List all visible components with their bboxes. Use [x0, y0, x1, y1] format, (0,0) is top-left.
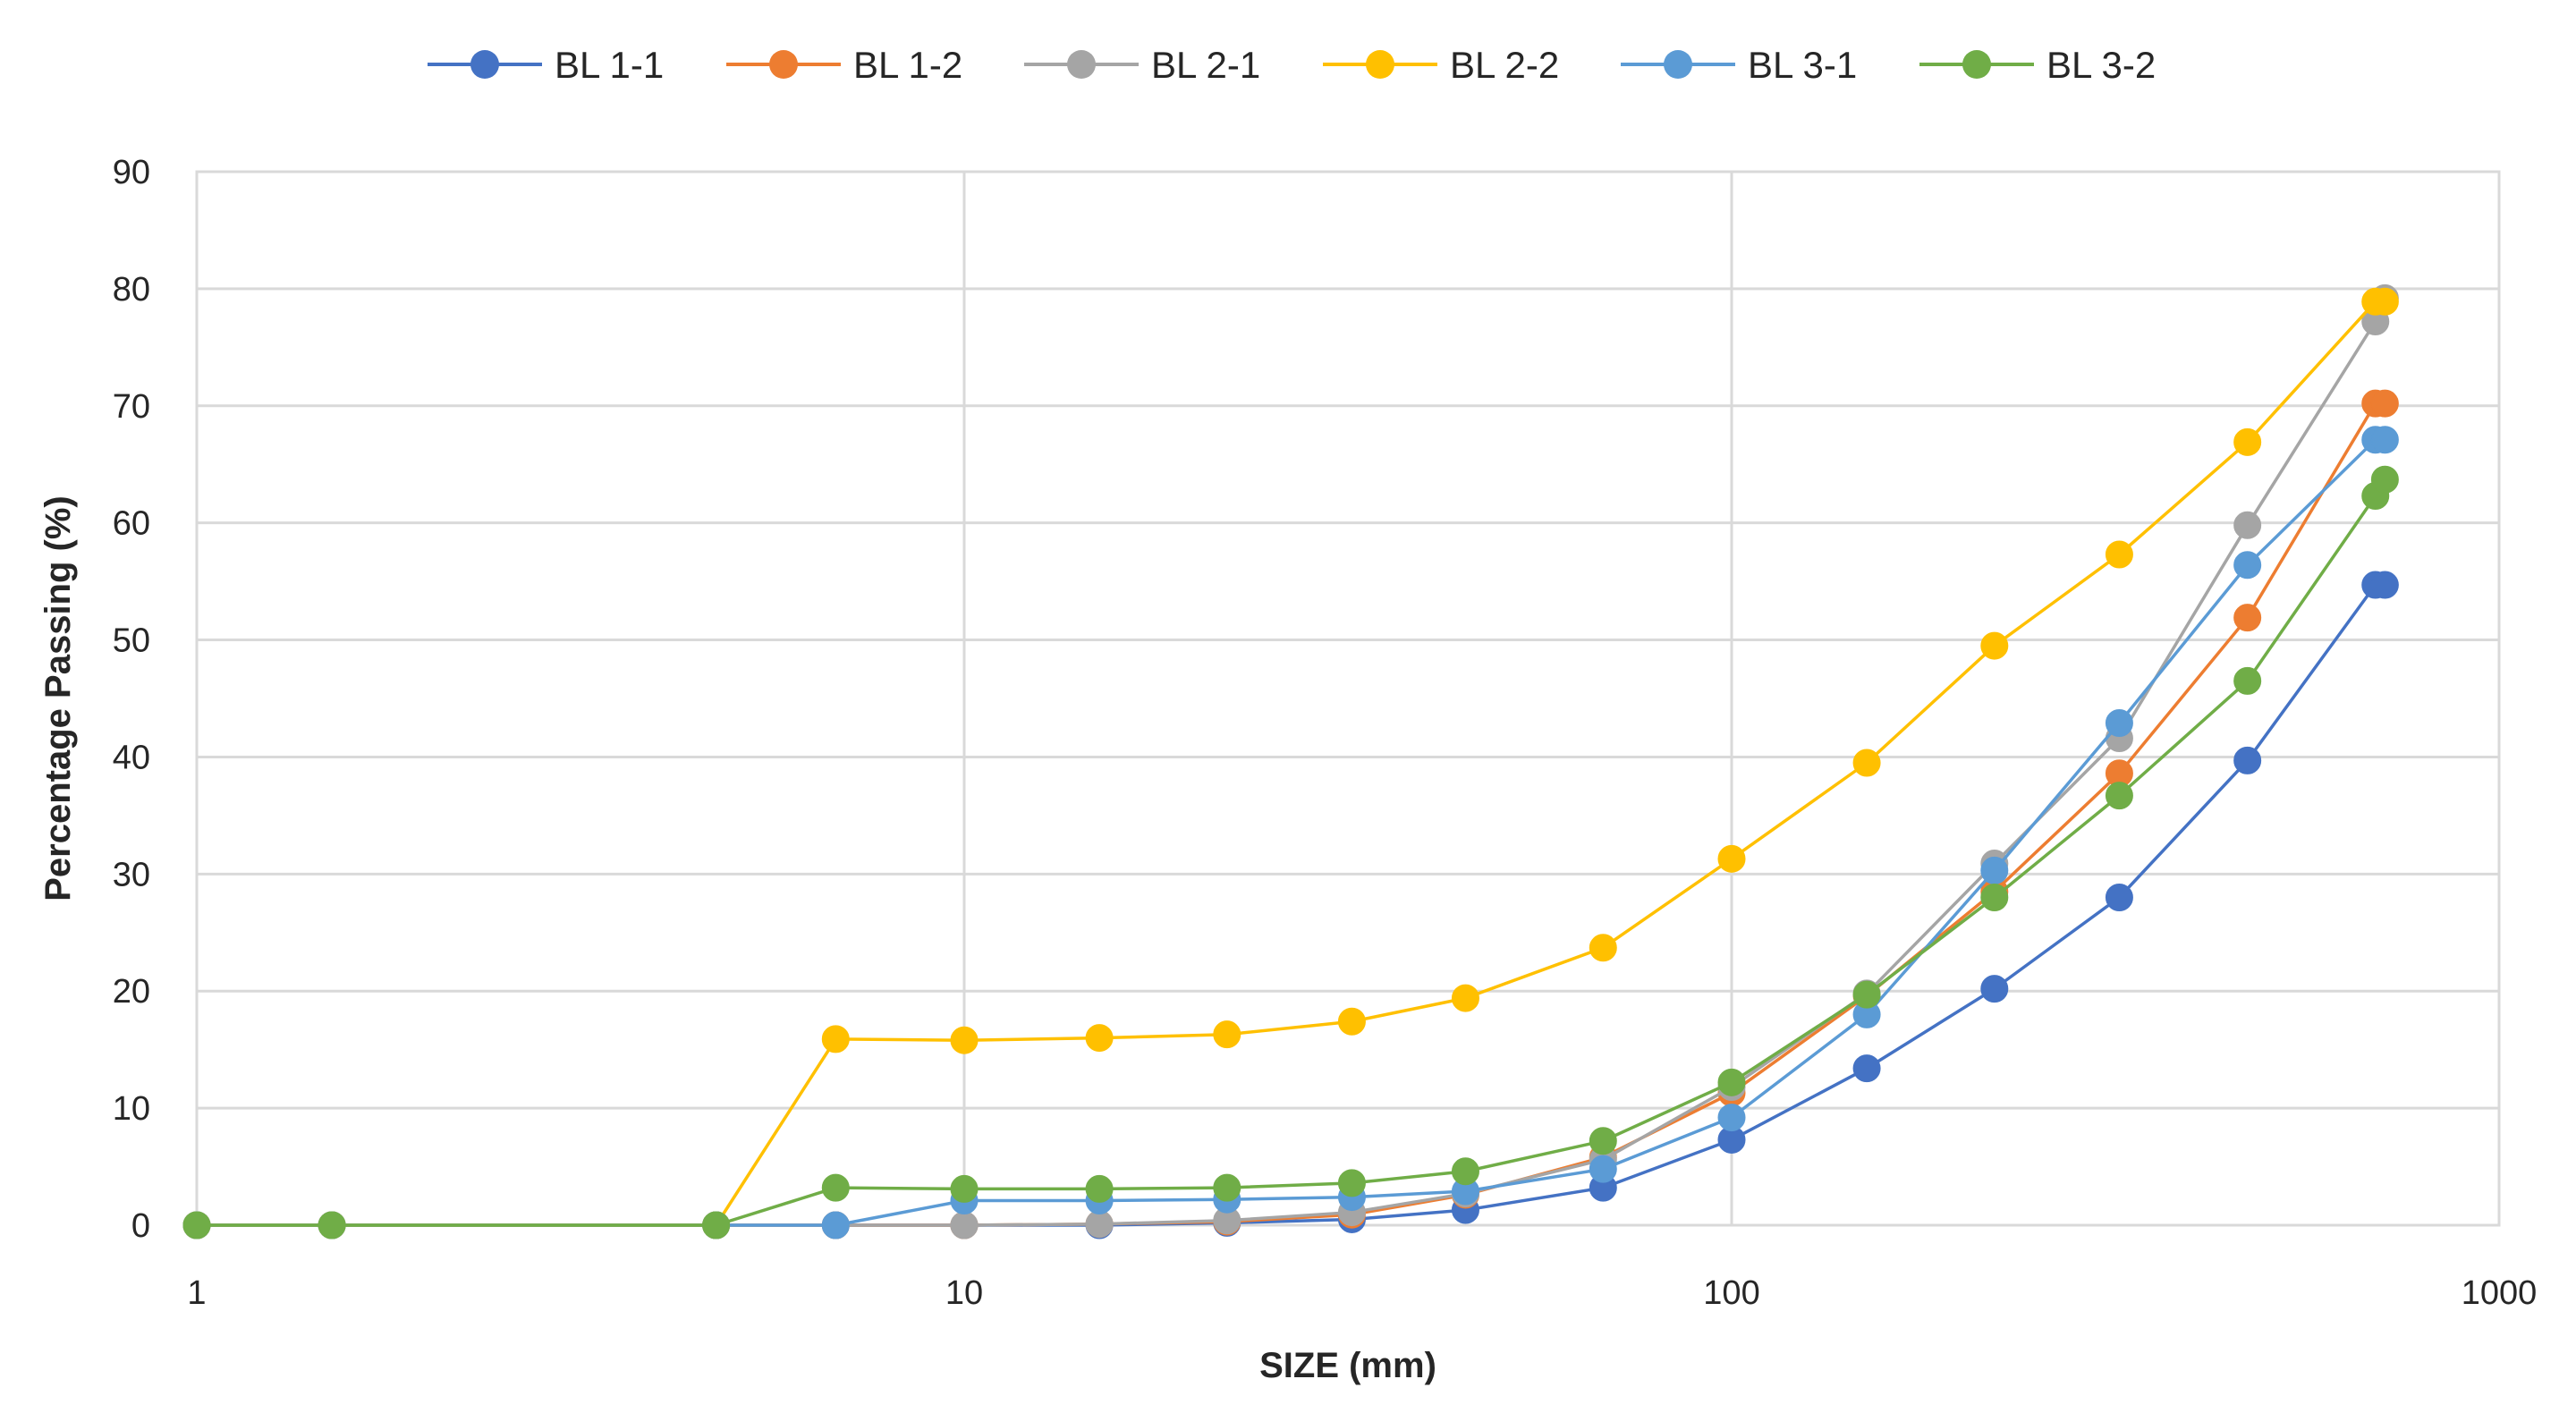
y-axis-title: Percentage Passing (%) — [38, 495, 78, 901]
data-point-bl-3-1 — [2370, 426, 2399, 454]
data-point-bl-2-2 — [950, 1026, 979, 1054]
data-point-bl-3-2 — [1451, 1157, 1479, 1186]
legend-label: BL 3-2 — [2046, 44, 2156, 86]
legend-swatch-marker — [470, 50, 499, 79]
y-tick-label: 90 — [113, 154, 150, 191]
data-point-bl-3-1 — [1589, 1155, 1617, 1183]
data-point-bl-3-2 — [1852, 980, 1881, 1009]
data-point-bl-2-2 — [1451, 984, 1479, 1012]
data-point-bl-2-2 — [821, 1025, 850, 1053]
y-tick-label: 40 — [113, 739, 150, 776]
legend-label: BL 1-1 — [555, 44, 664, 86]
legend-swatch-marker — [1962, 50, 1991, 79]
data-point-bl-2-2 — [2105, 540, 2133, 569]
gridlines — [195, 170, 2501, 1227]
data-point-bl-3-1 — [2105, 708, 2133, 737]
data-point-bl-3-2 — [1589, 1127, 1617, 1155]
y-tick-label: 80 — [113, 271, 150, 309]
legend: BL 1-1 BL 1-2 BL 2-1 BL 2-2 BL 3-1 BL 3-2 — [428, 44, 2156, 86]
data-point-bl-3-2 — [2370, 465, 2399, 494]
y-tick-label: 20 — [113, 973, 150, 1011]
legend-item-bl-3-2[interactable]: BL 3-2 — [1919, 44, 2156, 86]
legend-item-bl-1-2[interactable]: BL 1-2 — [726, 44, 962, 86]
legend-swatch-marker — [1067, 50, 1096, 79]
data-point-bl-3-1 — [2233, 551, 2262, 580]
series-line-bl-3-2 — [197, 478, 2386, 1227]
y-axis-ticks: 0 10 20 30 40 50 60 70 80 90 — [113, 154, 150, 1245]
data-point-bl-3-2 — [1213, 1173, 1241, 1202]
y-tick-label: 50 — [113, 622, 150, 660]
data-point-bl-2-2 — [1589, 934, 1617, 962]
data-point-bl-1-2 — [2233, 604, 2262, 632]
data-point-bl-3-1 — [821, 1211, 850, 1240]
series-bl-2-1 — [182, 283, 2399, 1240]
y-tick-label: 60 — [113, 505, 150, 543]
data-point-bl-2-1 — [1085, 1210, 1114, 1239]
data-point-bl-2-2 — [1852, 749, 1881, 777]
data-point-bl-1-1 — [2233, 746, 2262, 774]
data-point-bl-3-2 — [1980, 884, 2009, 912]
data-point-bl-1-1 — [2370, 571, 2399, 599]
data-point-bl-3-2 — [182, 1211, 211, 1240]
series-bl-2-2 — [182, 287, 2399, 1240]
y-tick-label: 30 — [113, 856, 150, 893]
data-point-bl-3-2 — [702, 1211, 731, 1240]
series-bl-1-2 — [182, 389, 2399, 1240]
series-bl-3-1 — [182, 426, 2399, 1240]
series-line-bl-1-2 — [197, 402, 2385, 1227]
data-point-bl-3-2 — [1337, 1169, 1366, 1197]
data-point-bl-2-2 — [1337, 1007, 1366, 1036]
legend-item-bl-2-1[interactable]: BL 2-1 — [1024, 44, 1260, 86]
legend-swatch-marker — [1664, 50, 1692, 79]
legend-swatch-marker — [769, 50, 798, 79]
x-axis-title: SIZE (mm) — [1259, 1346, 1436, 1385]
x-tick-label: 10 — [945, 1274, 983, 1312]
series-line-bl-2-2 — [197, 300, 2385, 1227]
series-bl-3-2 — [182, 465, 2399, 1240]
data-point-bl-1-1 — [1852, 1054, 1881, 1083]
legend-label: BL 3-1 — [1748, 44, 1857, 86]
legend-item-bl-2-2[interactable]: BL 2-2 — [1323, 44, 1559, 86]
data-point-bl-2-2 — [1717, 844, 1746, 873]
data-point-bl-3-1 — [1980, 856, 2009, 884]
data-point-bl-1-1 — [2105, 884, 2133, 912]
x-tick-label: 1000 — [2462, 1274, 2538, 1312]
y-tick-label: 0 — [131, 1207, 150, 1245]
data-point-bl-3-2 — [1085, 1174, 1114, 1203]
x-tick-label: 1 — [187, 1274, 206, 1312]
y-tick-label: 10 — [113, 1090, 150, 1128]
data-point-bl-2-1 — [2233, 511, 2262, 539]
data-point-bl-2-2 — [2370, 287, 2399, 316]
series-layer — [182, 283, 2399, 1240]
data-point-bl-3-2 — [318, 1211, 346, 1240]
legend-label: BL 1-2 — [853, 44, 962, 86]
data-point-bl-2-2 — [1980, 631, 2009, 660]
data-point-bl-3-2 — [2233, 666, 2262, 695]
data-point-bl-1-2 — [2370, 389, 2399, 418]
data-point-bl-2-1 — [950, 1211, 979, 1240]
y-tick-label: 70 — [113, 388, 150, 426]
series-line-bl-2-1 — [197, 297, 2387, 1227]
data-point-bl-3-1 — [1717, 1104, 1746, 1132]
legend-label: BL 2-1 — [1151, 44, 1260, 86]
x-tick-label: 100 — [1703, 1274, 1759, 1312]
series-bl-1-1 — [182, 571, 2399, 1240]
legend-item-bl-3-1[interactable]: BL 3-1 — [1621, 44, 1857, 86]
data-point-bl-3-2 — [821, 1173, 850, 1202]
x-axis-ticks: 1 10 100 1000 — [187, 1274, 2537, 1312]
data-point-bl-1-1 — [1980, 975, 2009, 1003]
legend-item-bl-1-1[interactable]: BL 1-1 — [428, 44, 664, 86]
data-point-bl-2-2 — [2233, 427, 2262, 456]
series-line-bl-1-1 — [197, 583, 2385, 1227]
data-point-bl-3-2 — [1717, 1068, 1746, 1096]
legend-label: BL 2-2 — [1450, 44, 1559, 86]
data-point-bl-2-2 — [1213, 1020, 1241, 1049]
legend-swatch-marker — [1366, 50, 1394, 79]
plot-area-border — [195, 170, 2501, 1227]
data-point-bl-2-2 — [1085, 1024, 1114, 1053]
data-point-bl-3-2 — [2105, 782, 2133, 810]
data-point-bl-3-2 — [950, 1174, 979, 1203]
